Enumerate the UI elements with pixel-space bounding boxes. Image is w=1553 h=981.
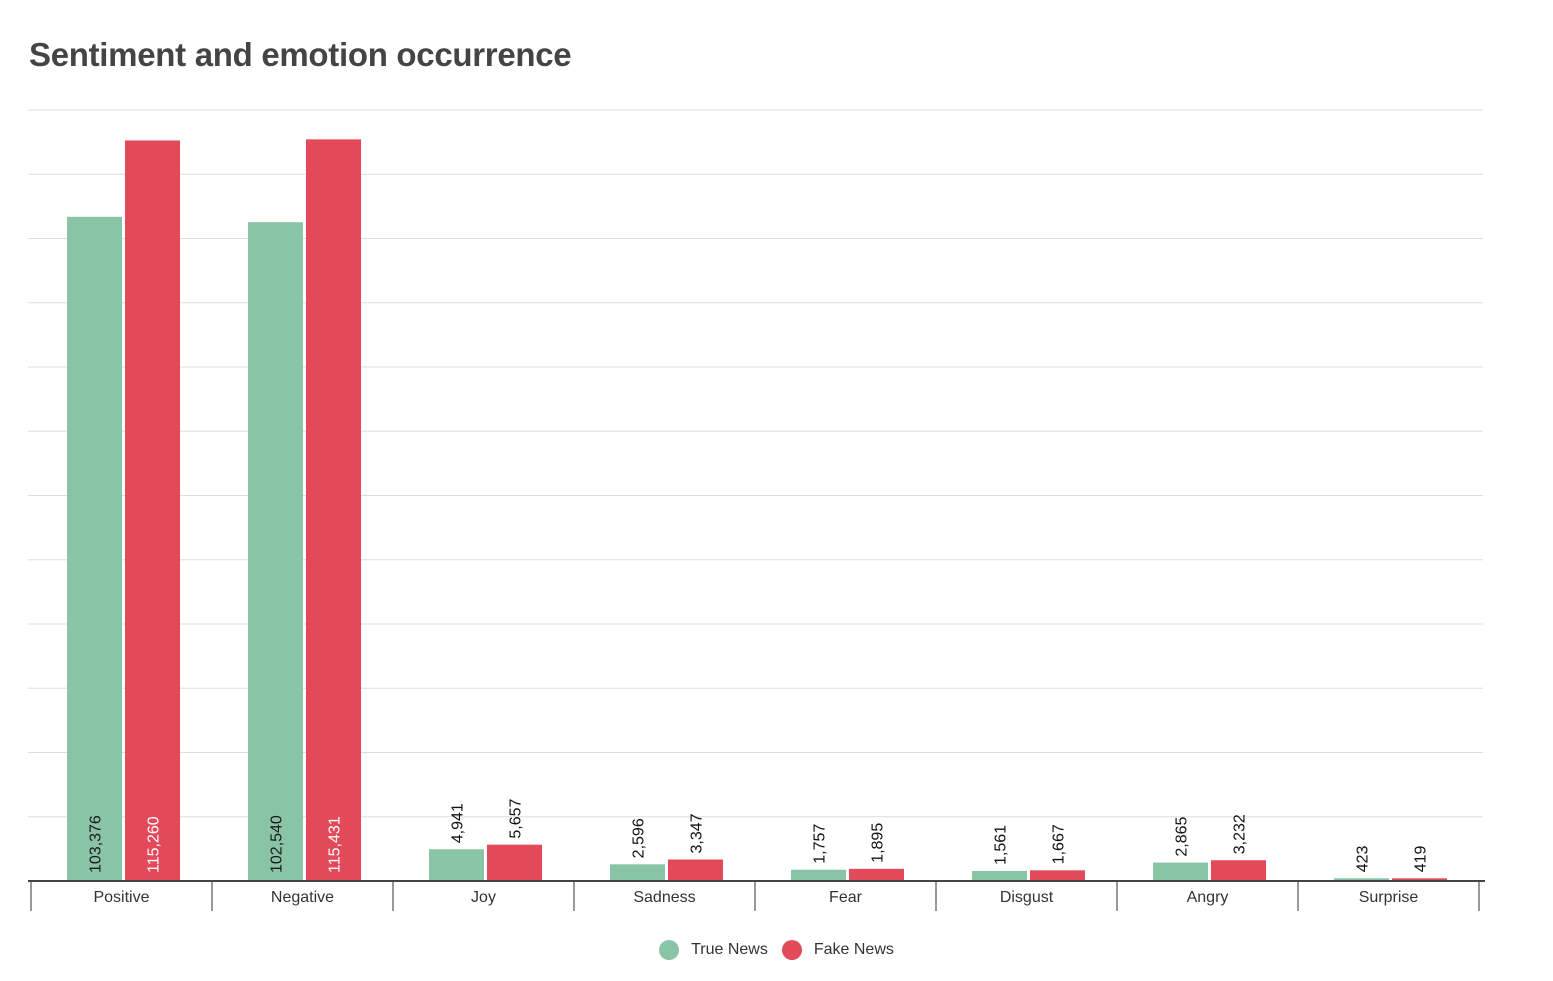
data-label-fake-news-positive: 115,260 [146, 816, 163, 873]
x-tick-label-sadness: Sadness [633, 889, 695, 906]
x-tick-label-disgust: Disgust [1000, 889, 1054, 906]
data-label-fake-news-angry: 3,232 [1232, 814, 1249, 854]
gridlines [28, 109, 1483, 818]
bar-true-news-sadness[interactable] [610, 864, 665, 881]
legend-item-fake-news[interactable]: Fake News [781, 940, 894, 960]
x-tick-label-fear: Fear [829, 889, 863, 906]
x-tick-label-surprise: Surprise [1359, 889, 1419, 906]
x-tick-label-positive: Positive [93, 889, 149, 906]
bar-fake-news-angry[interactable] [1211, 860, 1266, 881]
data-label-true-news-positive: 103,376 [88, 815, 105, 873]
bar-fake-news-surprise[interactable] [1392, 878, 1447, 881]
legend-item-true-news[interactable]: True News [659, 940, 768, 960]
chart-title: Sentiment and emotion occurrence [29, 36, 572, 73]
bar-true-news-positive[interactable] [67, 216, 122, 881]
legend-swatch-fake-news [781, 940, 802, 960]
bar-fake-news-positive[interactable] [125, 140, 180, 882]
data-label-true-news-joy: 4,941 [450, 803, 467, 843]
bar-fake-news-sadness[interactable] [668, 859, 723, 881]
data-labels: 103,376 115,260 102,540 115,431 4,941 5,657 2,… [88, 799, 1430, 873]
legend-swatch-true-news [659, 940, 680, 960]
data-label-fake-news-fear: 1,895 [870, 823, 887, 863]
data-label-true-news-fear: 1,757 [812, 824, 829, 864]
bar-true-news-joy[interactable] [429, 849, 484, 881]
data-label-fake-news-surprise: 419 [1413, 846, 1430, 873]
data-label-true-news-angry: 2,865 [1174, 816, 1191, 856]
data-label-fake-news-joy: 5,657 [508, 799, 525, 839]
x-axis: Positive Negative Joy Sadness Fear Disgust Ang… [28, 880, 1485, 911]
data-label-true-news-surprise: 423 [1355, 845, 1372, 872]
bar-fake-news-joy[interactable] [487, 844, 542, 881]
bar-fake-news-fear[interactable] [849, 868, 904, 881]
bar-true-news-surprise[interactable] [1334, 878, 1389, 881]
legend-label-true-news: True News [691, 941, 768, 958]
bar-true-news-disgust[interactable] [972, 870, 1027, 881]
data-label-fake-news-sadness: 3,347 [689, 813, 706, 853]
bar-fake-news-disgust[interactable] [1030, 870, 1085, 881]
legend-label-fake-news: Fake News [813, 941, 894, 958]
x-tick-label-negative: Negative [271, 889, 334, 906]
legend: True News Fake News [0, 940, 1553, 960]
x-tick-label-angry: Angry [1187, 889, 1229, 906]
data-label-fake-news-negative: 115,431 [327, 816, 344, 873]
bars [67, 139, 1447, 882]
data-label-true-news-disgust: 1,561 [993, 825, 1010, 865]
bar-true-news-angry[interactable] [1153, 862, 1208, 881]
data-label-true-news-negative: 102,540 [269, 815, 286, 873]
data-label-true-news-sadness: 2,596 [631, 818, 648, 858]
bar-fake-news-negative[interactable] [306, 139, 361, 881]
data-label-fake-news-disgust: 1,667 [1051, 824, 1068, 864]
x-tick-label-joy: Joy [471, 889, 496, 906]
bar-true-news-fear[interactable] [791, 869, 846, 881]
bar-true-news-negative[interactable] [248, 222, 303, 882]
